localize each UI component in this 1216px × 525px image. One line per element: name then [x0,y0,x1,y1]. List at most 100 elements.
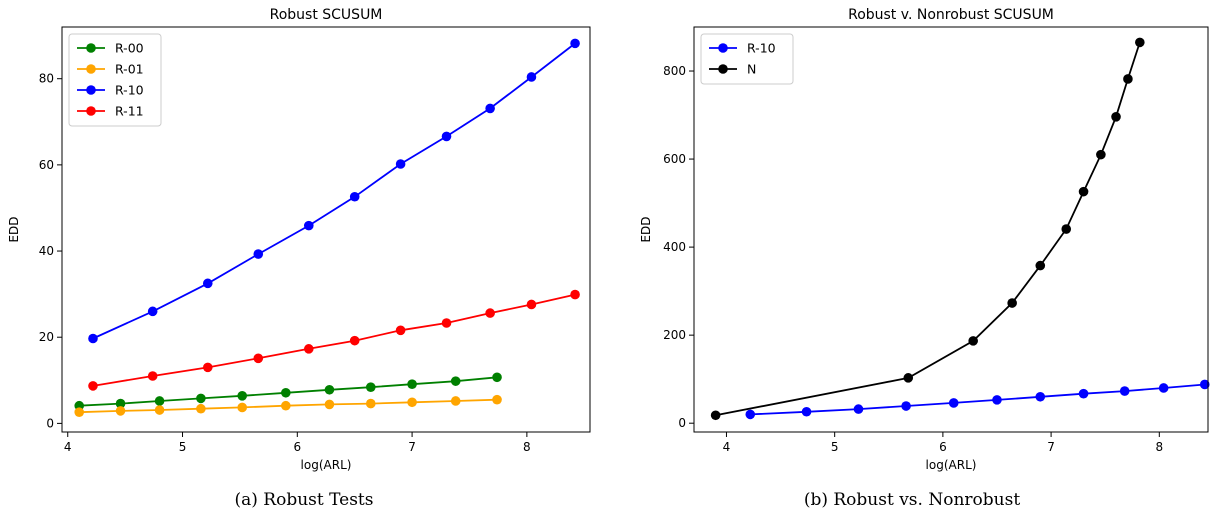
chart-a-point-r-00 [407,379,417,389]
chart-a-point-r-11 [526,299,537,310]
chart-b-xtick-label: 6 [939,440,947,454]
chart-a-point-r-10 [202,278,213,289]
chart-a-point-r-01 [450,396,461,406]
chart-b-point-r-10 [1035,391,1046,402]
chart-a-point-r-11 [88,381,98,391]
chart-a-point-r-00 [492,372,502,383]
chart-b-ylabel: EDD [639,216,653,242]
chart-b-xlabel: log(ARL) [926,458,977,472]
chart-a-legend-marker [86,43,96,53]
chart-a-point-r-11 [147,371,158,381]
chart-a-legend-marker [86,85,96,95]
chart-b-point-n [1007,298,1017,308]
chart-b-plot-frame [693,26,1209,433]
chart-a-point-r-00 [450,376,461,386]
chart-b-point-r-10 [801,406,812,417]
chart-a-point-r-10 [88,333,98,344]
chart-a-xtick-label: 5 [179,440,187,454]
chart-a-series-line-r-11 [92,293,576,387]
chart-a-ytick-label: 20 [39,330,54,344]
chart-a-point-r-10 [395,159,406,169]
chart-a-xtick-label: 6 [293,440,301,454]
chart-a-xlabel: log(ARL) [301,458,352,472]
chart-a-point-r-00 [281,387,291,398]
chart-b-point-n [1135,37,1145,48]
chart-a-point-r-10 [349,191,360,202]
chart-b-svg: Robust v. Nonrobust SCUSUM 4 5 6 7 8 0 200 400 60… [639,7,1210,472]
chart-b-point-r-10 [1119,386,1130,396]
chart-b-point-n [903,373,914,383]
chart-a-ytick-label: 40 [39,244,54,258]
chart-a-point-r-11 [441,318,452,328]
chart-a-point-r-11 [395,325,406,336]
chart-b-point-n [1123,74,1133,84]
chart-b-ytick-label: 400 [663,240,686,254]
chart-b-ytick-label: 600 [663,152,686,166]
chart-a-xtick-label: 8 [523,440,531,454]
chart-b-xtick-label: 5 [831,440,839,454]
chart-a-point-r-01 [237,402,248,413]
chart-a-point-r-01 [365,398,376,409]
chart-a-caption: (a) Robust Tests [234,490,374,510]
chart-a-legend-label: R-11 [115,104,144,119]
chart-a-ytick-label: 60 [39,158,54,172]
chart-a-point-r-10 [570,38,580,49]
chart-a-legend-marker [86,106,96,116]
chart-b-point-n [710,410,721,421]
chart-a-point-r-01 [492,394,502,405]
chart-b-point-r-10 [992,395,1002,405]
chart-a-point-r-10 [526,72,537,82]
chart-a-point-r-00 [237,391,248,401]
chart-b-point-n [1078,186,1089,197]
chart-b-legend-marker [718,43,728,53]
chart-b-point-r-10 [1158,383,1169,393]
chart-a-point-r-01 [196,403,206,414]
chart-a-point-r-11 [202,362,213,373]
chart-a-legend-label: R-01 [115,62,144,77]
chart-a-ytick-label: 0 [46,416,54,430]
chart-b-point-r-10 [745,409,756,420]
chart-b-point-n [1035,260,1046,271]
chart-b-legend-label: R-10 [747,41,776,56]
chart-a-point-r-00 [196,393,206,404]
chart-a-point-r-01 [74,407,85,417]
chart-a-legend [68,33,162,127]
chart-b-ytick-label: 200 [663,328,686,342]
chart-b-ytick-label: 800 [663,64,686,78]
chart-a-point-r-11 [303,344,314,354]
chart-a-point-r-00 [324,384,335,395]
chart-a-point-r-01 [281,400,291,411]
chart-b-ytick-label: 0 [678,416,686,430]
chart-b-legend-marker [718,64,728,74]
chart-a-title: Robust SCUSUM [270,7,383,23]
chart-b-title: Robust v. Nonrobust SCUSUM [848,7,1054,23]
chart-b-point-n [1096,149,1106,160]
chart-b-point-n [1061,224,1072,234]
chart-b-series-line-r-10 [750,383,1205,416]
chart-a-point-r-01 [324,399,335,410]
chart-a-point-r-10 [303,220,314,231]
chart-b-xtick-label: 8 [1155,440,1163,454]
chart-a-point-r-10 [485,103,495,114]
chart-a-point-r-10 [147,306,158,317]
chart-b-point-n [1111,112,1121,122]
chart-a-point-r-01 [154,405,165,415]
chart-b-caption: (b) Robust vs. Nonrobust [803,490,1021,510]
chart-b-point-r-10 [853,404,864,414]
chart-a-point-r-01 [407,397,417,408]
chart-a-legend-marker [86,64,96,74]
chart-a-point-r-11 [485,308,495,318]
chart-a-point-r-00 [154,396,165,406]
chart-a-point-r-00 [115,398,126,409]
chart-a-point-r-10 [253,249,264,259]
chart-a-point-r-10 [441,131,452,142]
chart-a-series-line-r-10 [92,42,576,340]
chart-a-point-r-11 [570,289,580,300]
chart-b-point-r-10 [901,401,911,411]
chart-b-xtick-label: 4 [723,440,731,454]
chart-b-point-r-10 [948,398,959,408]
chart-b-point-n [968,336,978,346]
chart-a-point-r-11 [253,353,264,364]
chart-a-point-r-00 [365,382,376,392]
